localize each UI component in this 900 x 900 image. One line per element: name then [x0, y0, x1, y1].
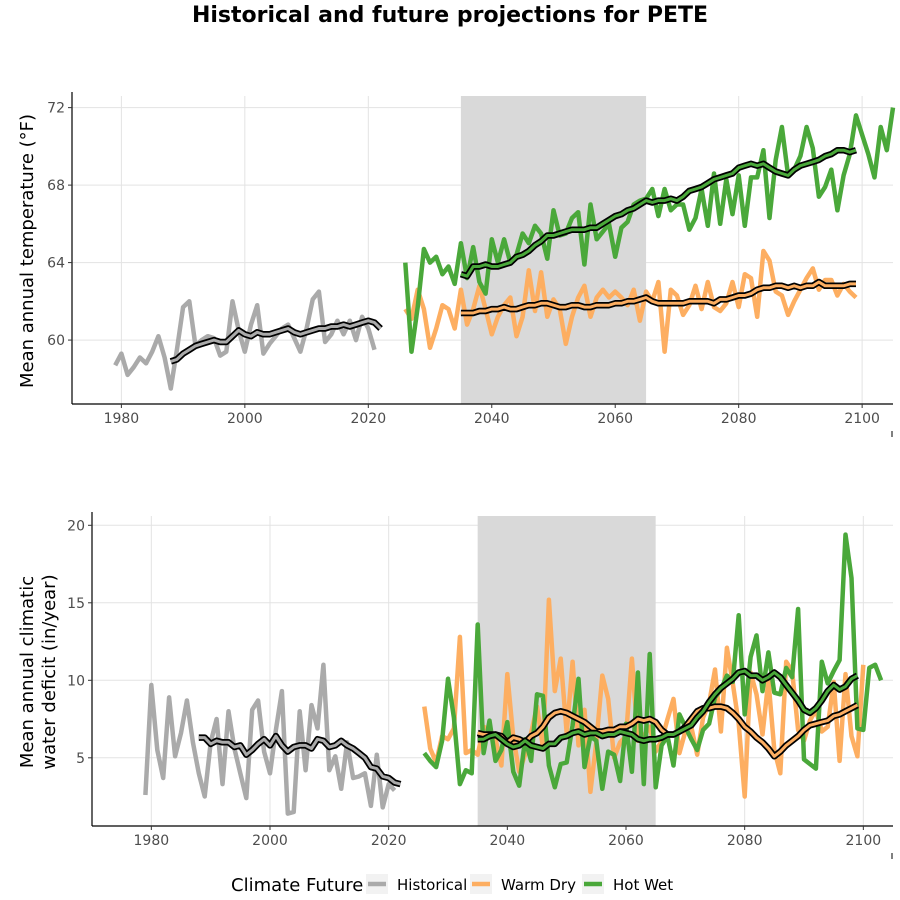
- series-line-historical: [143, 662, 397, 816]
- x-tick-label: 2100: [846, 833, 882, 849]
- legend-label: Warm Dry: [501, 876, 576, 894]
- x-tick-label: 2060: [608, 833, 644, 849]
- y-axis-title: Mean annual climatic: [17, 576, 38, 768]
- y-tick-label: 10: [67, 673, 85, 689]
- x-tick-label: 2100: [844, 411, 880, 427]
- figure-title: Historical and future projections for PE…: [192, 3, 708, 28]
- smooth-line-warm-dry-smooth: [460, 280, 856, 315]
- y-tick-label: 72: [47, 101, 65, 117]
- x-tick-label: 2000: [252, 833, 288, 849]
- temperature-panel: 1980 2000 2020 2040 2060 2080 2100 60 64 68 72 Mean…: [17, 92, 896, 437]
- y-tick-label: 60: [47, 333, 65, 349]
- legend: Climate Future Historical Warm Dry Hot Wet: [231, 874, 673, 896]
- y-tick-label: 5: [76, 751, 85, 767]
- x-tick-label: 2000: [227, 411, 263, 427]
- series-line-hot-wet: [403, 107, 896, 354]
- series-line-warm-dry: [403, 248, 858, 354]
- legend-entries: Historical Warm Dry Hot Wet: [366, 874, 673, 894]
- series-line-historical: [113, 289, 377, 391]
- x-tick-label: 2020: [371, 833, 407, 849]
- y-tick-label: 15: [67, 596, 85, 612]
- smooth-line-historical-smooth: [170, 319, 382, 363]
- x-tick-label: 2080: [727, 833, 763, 849]
- smooth-line-hot-wet-smooth: [477, 669, 859, 750]
- water-deficit-panel: 1980 2000 2020 2040 2060 2080 2100 5 10 15 20 Mean …: [17, 512, 893, 859]
- shaded-period: [477, 516, 656, 826]
- y-tick-label: 68: [47, 178, 65, 194]
- smooth-line-historical-smooth: [198, 734, 401, 786]
- x-tick-label: 1980: [104, 411, 140, 427]
- x-tick-label: 2040: [474, 411, 510, 427]
- y-axis-title: water deficit (in/year): [39, 574, 60, 769]
- x-tick-label: 2080: [721, 411, 757, 427]
- x-tick-label: 2060: [597, 411, 633, 427]
- legend-label: Hot Wet: [613, 876, 673, 894]
- y-tick-label: 64: [47, 256, 65, 272]
- x-tick-label: 1980: [134, 833, 170, 849]
- y-tick-label: 20: [67, 518, 85, 534]
- smooth-line-hot-wet-smooth: [460, 148, 857, 278]
- legend-label: Historical: [397, 876, 467, 894]
- x-tick-label: 2020: [350, 411, 386, 427]
- y-axis-title: Mean annual temperature (°F): [17, 114, 38, 388]
- legend-title: Climate Future: [231, 875, 363, 896]
- x-tick-label: 2040: [490, 833, 526, 849]
